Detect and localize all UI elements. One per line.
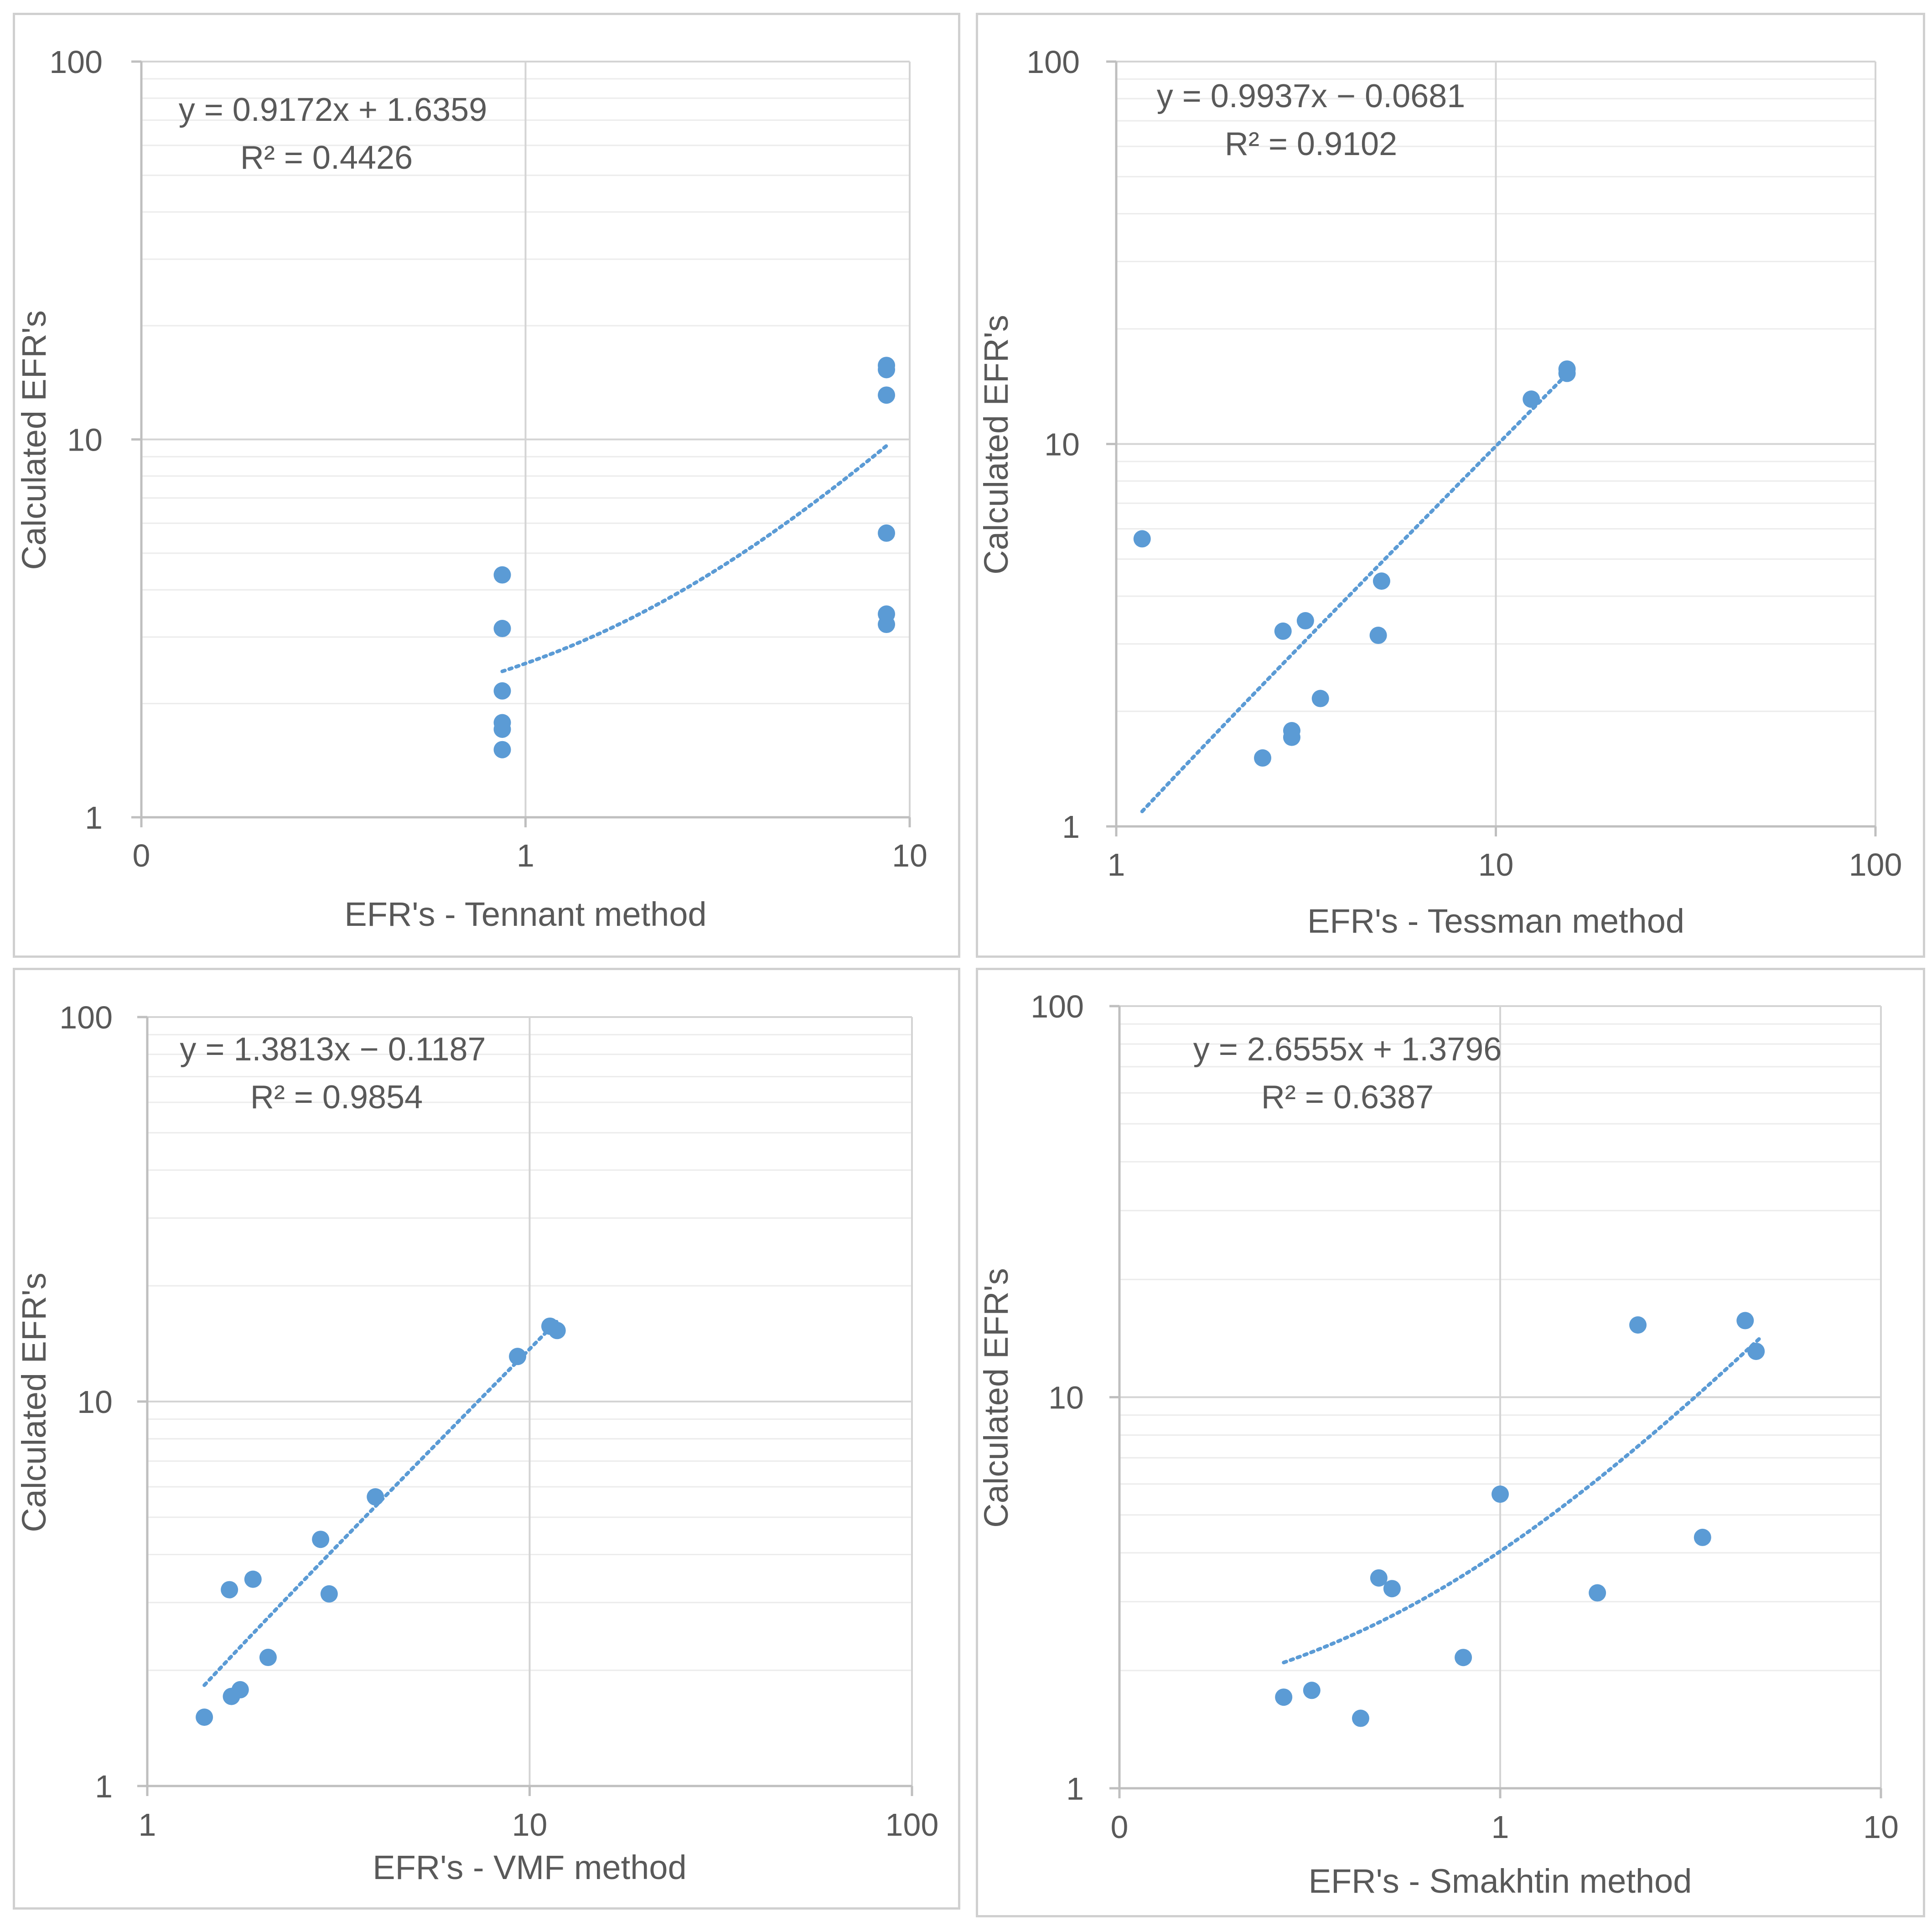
x-axis-title-smakhtin: EFR's - Smakhtin method: [1309, 1862, 1692, 1900]
y-tick-label: 10: [1044, 427, 1080, 462]
y-tick-label: 1: [1062, 809, 1080, 845]
x-tick-label: 1: [517, 838, 534, 873]
y-tick-label: 1: [1066, 1771, 1084, 1807]
data-point: [548, 1322, 566, 1340]
chart-panel-tennant: [13, 13, 960, 958]
y-tick-label: 1: [95, 1769, 113, 1804]
x-tick-label: 0: [133, 838, 150, 873]
data-point: [1492, 1485, 1509, 1503]
trendline-equation-tennant: y = 0.9172x + 1.6359: [179, 92, 487, 128]
x-tick-label: 1: [1492, 1809, 1509, 1845]
data-point: [878, 386, 896, 404]
x-axis-title-vmf: EFR's - VMF method: [373, 1848, 686, 1886]
data-point: [878, 605, 896, 623]
x-tick-label: 100: [886, 1807, 939, 1843]
chart-panel-tessman: [976, 13, 1925, 958]
y-tick-label: 100: [49, 44, 103, 80]
data-point: [1369, 627, 1387, 644]
data-point: [1629, 1316, 1647, 1334]
trendline-equation-vmf: y = 1.3813x − 0.1187: [180, 1031, 486, 1068]
x-tick-label: 10: [1478, 847, 1514, 883]
data-point: [1383, 1580, 1401, 1598]
data-point: [1275, 1688, 1293, 1706]
trendline-tennant: [500, 444, 888, 673]
data-point: [1736, 1312, 1754, 1329]
y-tick-label: 1: [85, 800, 103, 836]
gridlines-tessman: [1116, 61, 1876, 826]
r-squared-label-tessman: R² = 0.9102: [1225, 126, 1397, 162]
y-tick-label: 10: [1048, 1380, 1084, 1416]
trendline-equation-tessman: y = 0.9937x − 0.0681: [1157, 78, 1466, 114]
data-point: [312, 1531, 330, 1548]
r-squared-label-smakhtin: R² = 0.6387: [1261, 1079, 1434, 1116]
r-squared-label-tennant: R² = 0.4426: [240, 140, 413, 176]
y-axis-title-tennant: Calculated EFR's: [15, 310, 53, 570]
data-point: [231, 1681, 249, 1698]
y-axis-title-tessman: Calculated EFR's: [977, 315, 1015, 574]
data-point: [1311, 690, 1329, 707]
trendline-tessman: [1140, 372, 1569, 814]
y-tick-label: 100: [1031, 989, 1084, 1024]
gridlines-tennant: [141, 61, 911, 817]
x-axis-title-tennant: EFR's - Tennant method: [344, 895, 706, 933]
data-point: [1373, 572, 1390, 590]
data-point: [878, 357, 896, 374]
data-point: [1694, 1528, 1711, 1546]
data-point: [1296, 612, 1314, 630]
data-point: [1747, 1342, 1765, 1360]
data-point: [1352, 1709, 1369, 1727]
data-point: [196, 1708, 213, 1726]
data-point: [1133, 530, 1151, 548]
x-tick-label: 10: [892, 838, 927, 873]
x-tick-label: 10: [512, 1807, 548, 1843]
y-axis-title-smakhtin: Calculated EFR's: [977, 1268, 1015, 1527]
x-tick-label: 1: [1108, 847, 1125, 883]
data-point: [367, 1488, 384, 1506]
y-tick-label: 10: [77, 1384, 113, 1420]
data-point: [1303, 1682, 1321, 1699]
data-point: [878, 524, 896, 542]
data-point: [493, 682, 511, 700]
data-point: [1254, 749, 1272, 767]
data-point: [259, 1649, 277, 1667]
data-point: [493, 714, 511, 732]
chart-panel-smakhtin: [976, 968, 1925, 1917]
x-tick-label: 0: [1111, 1809, 1129, 1845]
trendline-equation-smakhtin: y = 2.6555x + 1.3796: [1193, 1031, 1502, 1068]
data-point: [1558, 360, 1576, 378]
r-squared-label-vmf: R² = 0.9854: [250, 1079, 423, 1116]
data-point: [1523, 390, 1540, 408]
y-axis-title-vmf: Calculated EFR's: [15, 1272, 53, 1532]
data-point: [493, 620, 511, 638]
y-tick-label: 100: [59, 1000, 113, 1035]
x-tick-label: 1: [139, 1807, 156, 1843]
data-point: [1589, 1584, 1606, 1602]
gridlines-vmf: [147, 1016, 913, 1786]
data-point: [493, 566, 511, 584]
data-point: [320, 1585, 338, 1603]
data-point: [244, 1570, 262, 1588]
trendline-smakhtin: [1282, 1336, 1761, 1665]
data-point: [1370, 1569, 1388, 1587]
data-point: [1283, 722, 1300, 740]
data-point: [221, 1581, 238, 1599]
x-tick-label: 100: [1849, 847, 1902, 883]
gridlines-smakhtin: [1119, 1005, 1882, 1788]
x-axis-title-tessman: EFR's - Tessman method: [1307, 902, 1684, 940]
x-tick-label: 10: [1863, 1809, 1899, 1845]
data-point: [1455, 1649, 1472, 1667]
y-tick-label: 10: [67, 422, 103, 458]
chart-vmf: 1 10 100 1 10 100 EFR's - VMF method Calculated…: [15, 1000, 938, 1886]
y-tick-label: 100: [1026, 44, 1080, 80]
data-point: [509, 1348, 527, 1365]
data-point: [493, 741, 511, 758]
chart-tessman: 1 10 100 1 10 100 EFR's - Tessman method Calcul…: [977, 44, 1902, 940]
data-point: [1274, 622, 1292, 640]
